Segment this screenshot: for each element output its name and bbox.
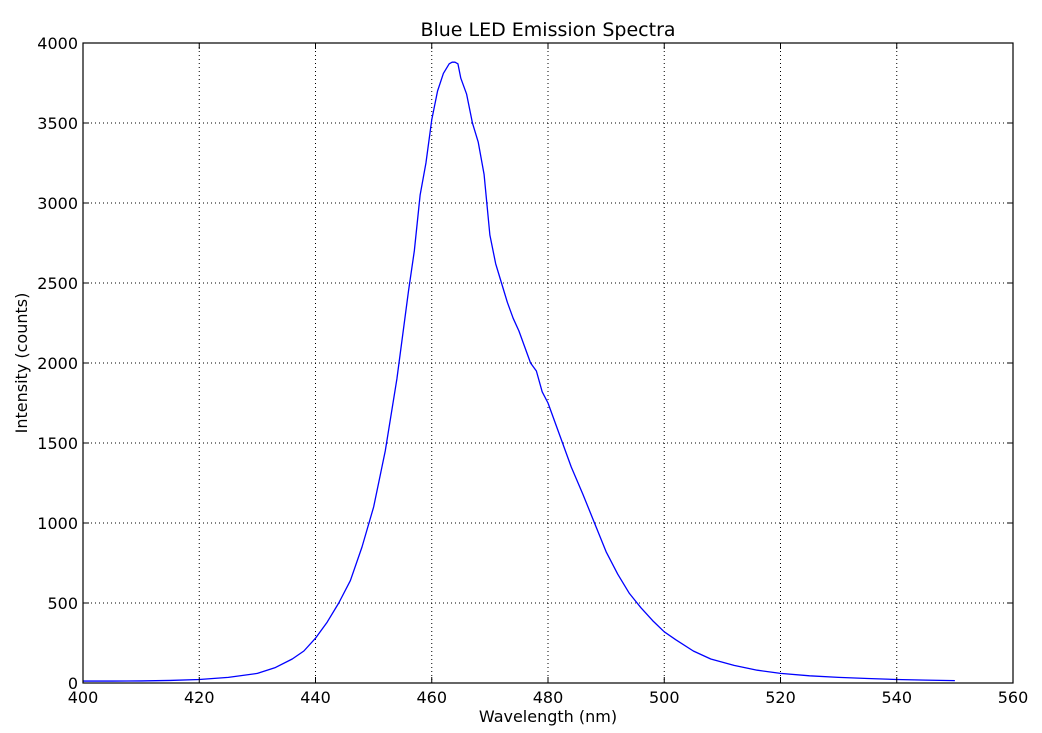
y-tick-label: 500 [47,594,78,613]
x-tick-label: 480 [533,688,564,707]
y-axis-label: Intensity (counts) [12,293,31,434]
x-tick-label: 540 [881,688,912,707]
y-tick-label: 1000 [37,514,78,533]
spectrum-line [83,61,955,682]
x-tick-label: 440 [300,688,331,707]
y-tick-label: 0 [68,674,78,693]
x-tick-label: 500 [649,688,680,707]
x-tick-label: 520 [765,688,796,707]
series-layer [83,61,955,682]
x-tick-label: 420 [184,688,215,707]
y-tick-label: 3500 [37,114,78,133]
grid-lines [83,43,1013,683]
y-tick-label: 1500 [37,434,78,453]
axis-ticks: 400 420 440 460 480 500 520 540 560 0 500 1000 1500 2… [37,34,1028,707]
chart-title: Blue LED Emission Spectra [420,19,675,41]
y-tick-label: 4000 [37,34,78,53]
x-tick-label: 460 [416,688,447,707]
y-tick-label: 2000 [37,354,78,373]
x-tick-label: 400 [68,688,99,707]
x-tick-label: 560 [998,688,1029,707]
y-tick-label: 3000 [37,194,78,213]
y-tick-label: 2500 [37,274,78,293]
x-axis-label: Wavelength (nm) [479,707,617,726]
